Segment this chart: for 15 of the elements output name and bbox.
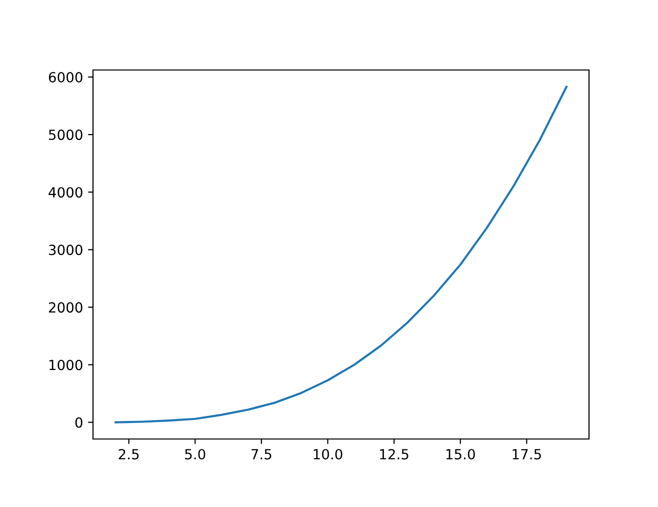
x-tick-label: 5.0 bbox=[185, 448, 206, 460]
y-tick-label: 5000 bbox=[49, 130, 82, 140]
y-tick-label: 0 bbox=[75, 417, 82, 428]
x-tick-label: 12.5 bbox=[380, 448, 408, 460]
x-tick-label: 2.5 bbox=[118, 448, 139, 460]
x-tick-label: 17.5 bbox=[512, 449, 541, 460]
y-tick-label: 6000 bbox=[48, 72, 82, 82]
x-tick-label: 10.0 bbox=[314, 448, 342, 460]
line-series bbox=[114, 86, 568, 424]
y-tick-label: 3000 bbox=[48, 244, 82, 256]
x-tick-label: 7.5 bbox=[252, 449, 272, 460]
x-tick-label: 15.0 bbox=[446, 448, 475, 460]
y-tick-label: 2000 bbox=[48, 302, 82, 313]
y-tick-label: 1000 bbox=[49, 360, 82, 370]
y-tick-label: 4000 bbox=[48, 187, 82, 198]
